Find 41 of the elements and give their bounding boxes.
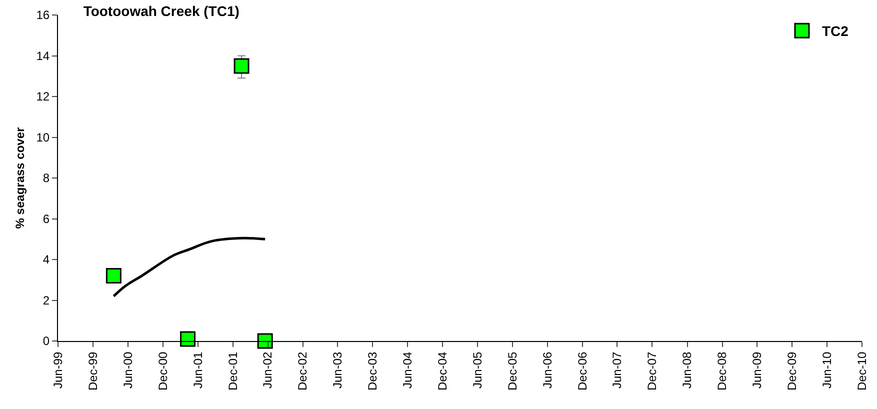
y-tick-label: 12 (36, 90, 50, 104)
y-tick-label: 6 (42, 212, 50, 226)
y-tick-label: 0 (42, 334, 50, 348)
x-tick-label: Dec-04 (436, 351, 450, 390)
x-tick-label: Dec-06 (575, 351, 590, 390)
y-tick-label: 2 (42, 293, 50, 308)
line-series (112, 236, 266, 298)
x-tick-label: Jun-02 (260, 351, 275, 389)
x-tick-label: Jun-01 (190, 351, 205, 389)
x-tick-label: Dec-09 (785, 351, 800, 390)
x-tick-label: Dec-07 (645, 351, 660, 390)
legend-label: TC2 (822, 23, 849, 40)
point (257, 333, 273, 349)
x-tick-label: Jun-99 (50, 351, 65, 389)
y-axis-title: % seagrass cover (13, 126, 27, 229)
point (180, 331, 196, 347)
x-tick-label: Jun-05 (470, 351, 484, 389)
y-tick-label: 10 (36, 130, 50, 144)
x-tick-label: Jun-04 (400, 351, 415, 389)
point (106, 268, 122, 284)
x-tick-label: Jun-10 (820, 351, 834, 389)
point (234, 58, 250, 74)
x-tick-label: Jun-06 (540, 351, 554, 389)
y-tick-label: 16 (36, 8, 50, 22)
chart-title: Tootoowah Creek (TC1) (83, 2, 240, 19)
x-tick-label: Jun-07 (610, 351, 624, 389)
x-tick-label: Dec-10 (854, 351, 869, 390)
x-tick-label: Jun-00 (120, 351, 135, 389)
x-tick-label: Dec-03 (366, 351, 380, 390)
x-tick-label: Dec-05 (505, 351, 520, 390)
x-tick-label: Dec-99 (86, 351, 100, 390)
y-tick-label: 14 (36, 48, 50, 63)
x-tick-label: Dec-08 (715, 351, 730, 390)
x-tick-label: Dec-02 (296, 351, 310, 390)
x-tick-label: Dec-01 (226, 351, 240, 390)
x-tick-label: Jun-03 (330, 351, 345, 389)
y-tick-label: 4 (42, 252, 50, 267)
y-tick-label: 8 (42, 171, 50, 186)
x-tick-label: Dec-00 (156, 351, 170, 390)
x-tick-label: Jun-09 (750, 351, 764, 389)
x-tick-label: Jun-08 (680, 351, 694, 389)
